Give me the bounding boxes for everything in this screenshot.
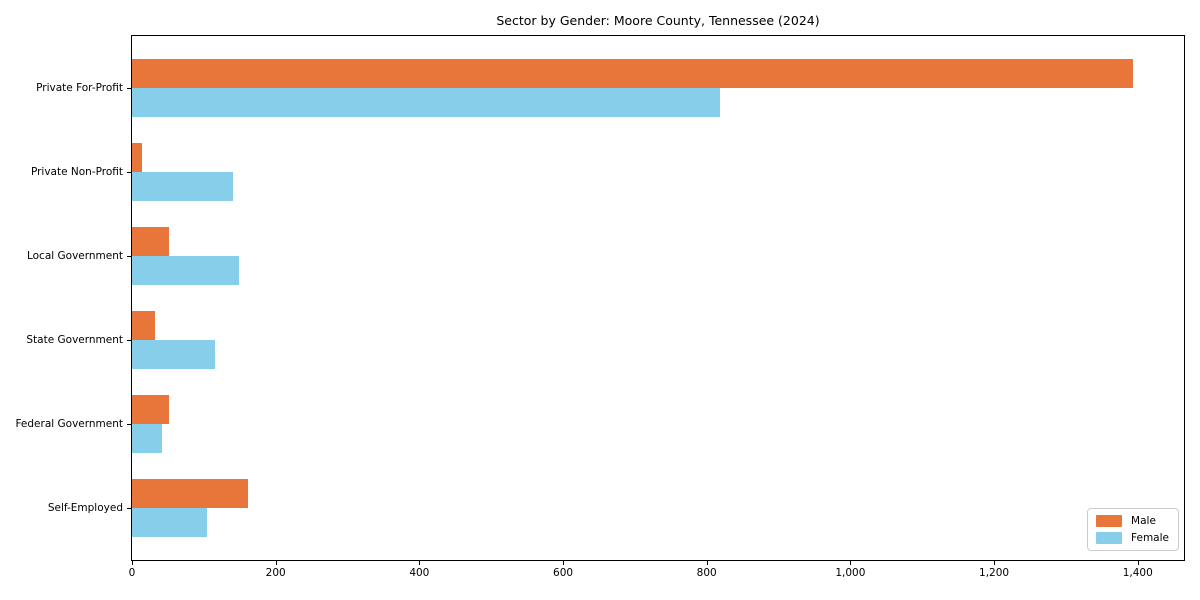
- x-tick-mark-4: [706, 560, 708, 565]
- y-tick-label-5: Self-Employed: [47, 502, 123, 514]
- bar-male-1: [132, 143, 143, 172]
- bar-male-3: [132, 311, 155, 340]
- x-tick-mark-5: [850, 560, 852, 565]
- bar-female-2: [132, 256, 239, 285]
- y-tick-label-4: Federal Government: [15, 418, 123, 430]
- bar-male-0: [132, 59, 1133, 88]
- legend-entry-female: Female: [1096, 532, 1169, 544]
- x-tick-mark-6: [994, 560, 996, 565]
- x-tick-label-1: 200: [265, 567, 286, 579]
- legend-swatch-male: [1096, 515, 1123, 527]
- legend: Male Female: [1087, 508, 1179, 551]
- legend-swatch-female: [1096, 532, 1123, 544]
- bar-female-3: [132, 340, 215, 369]
- y-tick-mark-4: [127, 424, 132, 425]
- bar-female-4: [132, 424, 162, 453]
- x-tick-label-2: 400: [409, 567, 430, 579]
- x-tick-label-0: 0: [128, 567, 136, 579]
- bar-female-5: [132, 508, 207, 537]
- y-tick-mark-5: [127, 508, 132, 509]
- x-tick-label-4: 800: [696, 567, 717, 579]
- x-tick-mark-3: [563, 560, 565, 565]
- bar-male-5: [132, 479, 249, 508]
- x-tick-mark-0: [132, 560, 133, 565]
- y-tick-label-1: Private Non-Profit: [30, 166, 123, 178]
- y-tick-mark-2: [127, 256, 132, 257]
- legend-entry-male: Male: [1096, 515, 1169, 527]
- x-tick-label-5: 1,000: [835, 567, 866, 579]
- x-tick-mark-1: [275, 560, 277, 565]
- x-tick-label-3: 600: [553, 567, 574, 579]
- y-tick-mark-1: [127, 172, 132, 173]
- y-tick-mark-0: [127, 88, 132, 89]
- bar-male-4: [132, 395, 169, 424]
- y-tick-mark-3: [127, 340, 132, 341]
- chart-title: Sector by Gender: Moore County, Tennesse…: [496, 13, 820, 28]
- legend-label-male: Male: [1131, 515, 1156, 527]
- bar-female-1: [132, 172, 234, 201]
- bar-male-2: [132, 227, 170, 256]
- plot-area: Private For-Profit Private Non-Profit Loca…: [15, 35, 1185, 579]
- x-tick-mark-2: [419, 560, 421, 565]
- y-tick-label-2: Local Government: [26, 250, 123, 262]
- y-tick-label-0: Private For-Profit: [36, 82, 123, 94]
- y-tick-label-3: State Government: [26, 334, 123, 346]
- x-tick-mark-7: [1137, 560, 1139, 565]
- x-tick-label-7: 1,400: [1122, 567, 1153, 579]
- bar-female-0: [132, 88, 720, 117]
- legend-label-female: Female: [1131, 532, 1169, 544]
- x-tick-label-6: 1,200: [979, 567, 1010, 579]
